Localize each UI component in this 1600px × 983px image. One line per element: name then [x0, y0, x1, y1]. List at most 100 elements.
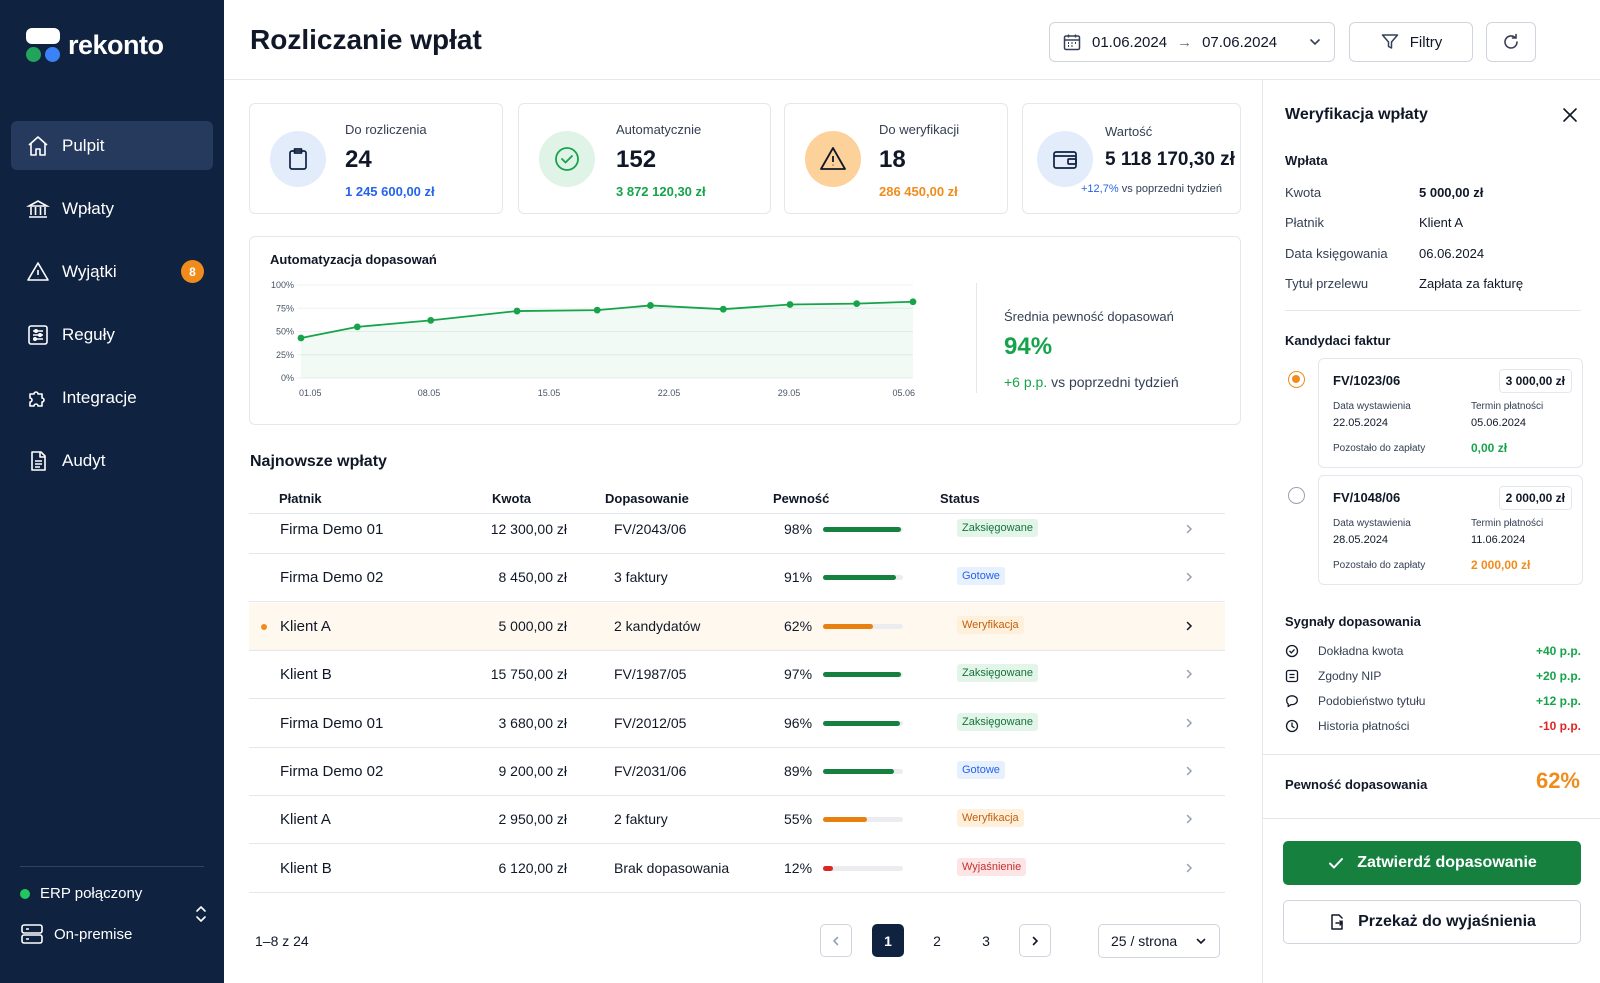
deployment-selector[interactable]: On-premise [20, 923, 132, 945]
stat-label: Wartość [1105, 124, 1153, 139]
status-badge: Zaksięgowane [957, 664, 1038, 683]
confidence-bar-fill [823, 672, 901, 678]
exceptions-count-badge: 8 [181, 260, 204, 283]
forward-clarification-button[interactable]: Przekaż do wyjaśnienia [1283, 900, 1581, 944]
cell-confidence: 96% [784, 714, 813, 731]
table-row[interactable]: Klient A 2 950,00 zł 2 faktury 55% Weryfikac… [249, 796, 1225, 845]
x-tick-label: 05.06 [892, 388, 915, 398]
refresh-button[interactable] [1486, 22, 1536, 62]
cell-payer: Klient B [280, 859, 332, 877]
candidate-invoice-no: FV/1048/06 [1333, 490, 1401, 505]
table-row[interactable]: Klient B 6 120,00 zł Brak dopasowania 12% Wy… [249, 845, 1225, 893]
chevron-right-icon[interactable] [1183, 765, 1195, 777]
page-1-button[interactable]: 1 [872, 924, 904, 957]
page-3-button[interactable]: 3 [982, 932, 990, 949]
sidebar-item-label: Integracje [62, 387, 137, 407]
erp-status: ERP połączony [20, 885, 142, 902]
col-header-payer[interactable]: Płatnik [279, 491, 322, 506]
chevron-right-icon[interactable] [1183, 862, 1195, 874]
warning-icon-circle [805, 131, 861, 187]
data-point [513, 307, 521, 315]
status-badge: Weryfikacja [957, 809, 1024, 828]
check-circle-icon-circle [539, 131, 595, 187]
chevron-right-icon[interactable] [1183, 620, 1195, 632]
per-page-select[interactable]: 25 / strona [1098, 924, 1220, 958]
table-row[interactable]: Firma Demo 01 12 300,00 zł FV/2043/06 98% Za… [249, 506, 1225, 554]
status-dot-icon [20, 888, 30, 899]
chevron-up-down-icon[interactable] [194, 904, 208, 924]
signal-value: +40 p.p. [1535, 644, 1581, 658]
sidebar-item-label: Wpłaty [62, 198, 114, 218]
match-confidence-label: Pewność dopasowania [1285, 777, 1428, 792]
stat-card-value[interactable]: Wartość 5 118 170,30 zł +12,7% vs poprze… [1022, 103, 1241, 214]
clipboard-icon [289, 148, 307, 170]
candidate-1-radio[interactable] [1288, 371, 1305, 388]
candidate-card-1[interactable]: FV/1023/06 3 000,00 zł Data wystawienia … [1318, 358, 1583, 468]
table-row[interactable]: Firma Demo 02 8 450,00 zł 3 faktury 91% Goto… [249, 554, 1225, 603]
date-range-picker[interactable]: 01.06.2024 → 07.06.2024 [1049, 22, 1335, 62]
signal-value: +20 p.p. [1535, 669, 1581, 683]
confidence-bar [823, 672, 903, 678]
panel-divider [1263, 818, 1600, 819]
cell-confidence: 12% [784, 859, 813, 876]
chevron-right-icon[interactable] [1183, 813, 1195, 825]
due-date-label: Termin płatności [1471, 401, 1544, 412]
panel-divider [1263, 754, 1600, 755]
date-from: 01.06.2024 [1092, 33, 1168, 51]
stat-label: Automatycznie [616, 122, 702, 137]
id-card-icon [1285, 669, 1299, 683]
col-header-status[interactable]: Status [940, 491, 980, 506]
field-value-payer: Klient A [1419, 215, 1464, 230]
y-tick-label: 25% [276, 350, 294, 360]
confidence-bar-fill [823, 527, 902, 532]
logo[interactable]: rekonto [26, 28, 164, 62]
sidebar-item-reguly[interactable]: Reguły [11, 310, 213, 359]
table-row[interactable]: Firma Demo 02 9 200,00 zł FV/2031/06 89% Got… [249, 748, 1225, 796]
confidence-bar [823, 817, 903, 823]
avg-confidence-value: 94% [1004, 333, 1053, 360]
confidence-bar [823, 769, 903, 774]
close-icon[interactable] [1561, 106, 1579, 124]
stat-value: 18 [879, 146, 906, 173]
stat-card-to-settle[interactable]: Do rozliczenia 24 1 245 600,00 zł [249, 103, 503, 214]
col-header-confidence[interactable]: Pewność [773, 491, 830, 506]
table-row[interactable]: Firma Demo 01 3 680,00 zł FV/2012/05 96% Zak… [249, 700, 1225, 748]
confidence-bar [823, 623, 903, 629]
table-row[interactable]: Klient A 5 000,00 zł 2 kandydatów 62% Weryfi… [249, 602, 1225, 651]
chevron-right-icon[interactable] [1183, 717, 1195, 729]
cell-confidence: 97% [784, 666, 813, 683]
stat-label: Do rozliczenia [345, 122, 427, 137]
date-to: 07.06.2024 [1202, 33, 1278, 51]
col-header-match[interactable]: Dopasowanie [605, 491, 689, 506]
sidebar-item-audyt[interactable]: Audyt [11, 436, 213, 485]
candidate-card-2[interactable]: FV/1048/06 2 000,00 zł Data wystawienia … [1318, 475, 1583, 585]
page-2-button[interactable]: 2 [933, 932, 941, 949]
cell-payer: Firma Demo 01 [280, 521, 384, 538]
prev-page-button[interactable] [820, 924, 852, 957]
cell-amount: 12 300,00 zł [490, 521, 567, 537]
status-badge: Zaksięgowane [957, 519, 1038, 537]
sidebar-item-integracje[interactable]: Integracje [11, 373, 213, 422]
next-page-button[interactable] [1019, 924, 1051, 957]
cell-payer: Klient B [280, 666, 332, 684]
cell-payer: Klient A [280, 811, 331, 829]
confidence-bar [823, 575, 903, 581]
chevron-right-icon[interactable] [1183, 571, 1195, 583]
sidebar-item-pulpit[interactable]: Pulpit [11, 121, 213, 170]
status-badge: Gotowe [957, 567, 1005, 586]
sidebar-item-wplaty[interactable]: Wpłaty [11, 184, 213, 233]
table-row[interactable]: Klient B 15 750,00 zł FV/1987/05 97% Zaksięg… [249, 651, 1225, 700]
chevron-right-icon[interactable] [1183, 668, 1195, 680]
stat-card-automatic[interactable]: Automatycznie 152 3 872 120,30 zł [518, 103, 771, 214]
sidebar-item-label: Pulpit [62, 135, 105, 155]
server-icon [21, 924, 43, 944]
stat-card-to-verify[interactable]: Do weryfikacji 18 286 450,00 zł [784, 103, 1008, 214]
sidebar-item-wyjatki[interactable]: Wyjątki 8 [11, 247, 213, 296]
y-tick-label: 0% [281, 373, 294, 383]
candidate-2-radio[interactable] [1288, 487, 1305, 504]
chevron-right-icon[interactable] [1183, 523, 1195, 535]
data-point [853, 300, 861, 307]
confirm-match-button[interactable]: Zatwierdź dopasowanie [1283, 841, 1581, 885]
col-header-amount[interactable]: Kwota [492, 491, 531, 506]
filters-button[interactable]: Filtry [1349, 22, 1473, 62]
